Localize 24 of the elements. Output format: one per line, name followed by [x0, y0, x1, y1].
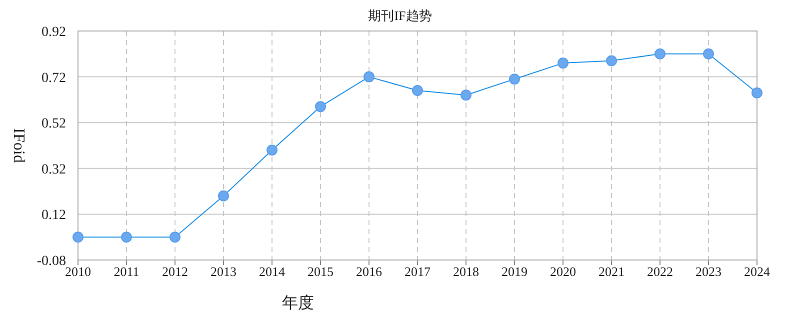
x-tick-label: 2011	[114, 264, 140, 279]
y-tick-label: 0.12	[42, 208, 66, 224]
chart-title: 期刊IF趋势	[368, 8, 432, 23]
x-tick-label: 2012	[162, 264, 188, 279]
y-tick-label: 0.52	[42, 116, 66, 132]
y-tick-label: 0.92	[42, 25, 66, 40]
x-tick-label: 2018	[453, 264, 479, 279]
x-axis-title: 年度	[282, 294, 314, 312]
x-tick-label: 2024	[744, 264, 770, 279]
y-axis-title: IFoid	[10, 128, 27, 163]
x-tick-label: 2019	[502, 264, 528, 279]
x-tick-label: 2017	[404, 264, 431, 279]
x-tick-label: 2021	[598, 264, 624, 279]
x-tick-label: 2023	[696, 264, 722, 279]
x-tick-label: 2010	[65, 264, 91, 279]
x-tick-label: 2014	[259, 264, 286, 279]
x-tick-label: 2016	[356, 264, 382, 279]
y-tick-label: 0.32	[42, 162, 66, 178]
x-tick-label: 2015	[308, 264, 334, 279]
y-tick-label: -0.08	[36, 254, 66, 269]
x-tick-label: 2013	[210, 264, 236, 279]
y-tick-label: 0.72	[42, 70, 66, 86]
x-tick-label: 2020	[550, 264, 576, 279]
x-tick-label: 2022	[647, 264, 673, 279]
